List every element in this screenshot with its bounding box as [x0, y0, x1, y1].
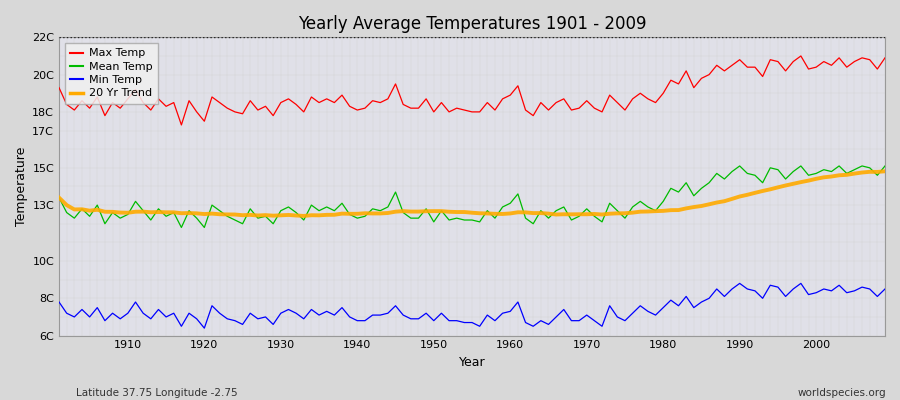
- Y-axis label: Temperature: Temperature: [15, 147, 28, 226]
- Legend: Max Temp, Mean Temp, Min Temp, 20 Yr Trend: Max Temp, Mean Temp, Min Temp, 20 Yr Tre…: [65, 43, 158, 104]
- Text: Latitude 37.75 Longitude -2.75: Latitude 37.75 Longitude -2.75: [76, 388, 238, 398]
- Text: worldspecies.org: worldspecies.org: [798, 388, 886, 398]
- X-axis label: Year: Year: [459, 356, 485, 369]
- Title: Yearly Average Temperatures 1901 - 2009: Yearly Average Temperatures 1901 - 2009: [298, 15, 646, 33]
